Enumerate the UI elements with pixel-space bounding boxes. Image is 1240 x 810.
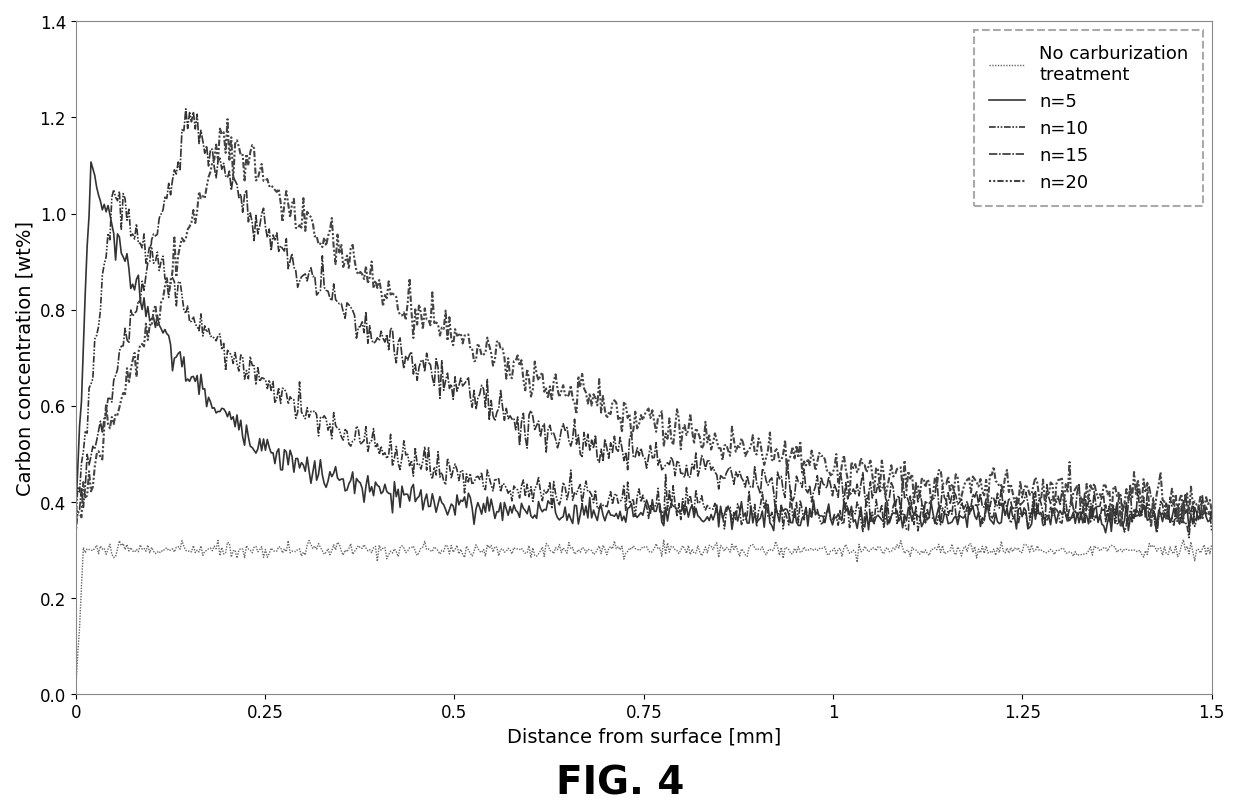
Line: n=15: n=15: [76, 109, 1211, 533]
n=10: [68, 522, 83, 532]
No carburization
treatment: [269, 547, 284, 556]
Legend: No carburization
treatment, n=5, n=10, n=15, n=20: No carburization treatment, n=5, n=10, n…: [975, 31, 1203, 207]
No carburization
treatment: [68, 684, 83, 694]
n=15: [362, 322, 377, 331]
n=5: [362, 487, 377, 497]
n=5: [828, 514, 843, 523]
n=15: [272, 247, 286, 257]
Y-axis label: Carbon concentration [wt%]: Carbon concentration [wt%]: [15, 220, 33, 496]
Line: n=20: n=20: [76, 120, 1211, 533]
n=10: [272, 383, 286, 393]
n=20: [584, 401, 599, 411]
No carburization
treatment: [740, 552, 755, 561]
n=5: [1204, 506, 1219, 516]
n=15: [925, 494, 940, 504]
Text: FIG. 4: FIG. 4: [556, 764, 684, 802]
n=15: [179, 104, 193, 114]
n=15: [828, 485, 843, 495]
n=10: [362, 437, 377, 447]
n=10: [828, 512, 843, 522]
n=15: [584, 436, 599, 446]
n=5: [740, 518, 755, 528]
n=5: [1099, 528, 1114, 538]
No carburization
treatment: [583, 545, 598, 555]
n=20: [740, 447, 755, 457]
n=20: [828, 450, 843, 459]
No carburization
treatment: [1204, 539, 1219, 549]
No carburization
treatment: [361, 546, 376, 556]
Line: n=10: n=10: [76, 190, 1211, 538]
n=5: [925, 509, 940, 518]
n=20: [362, 272, 377, 282]
n=20: [925, 489, 940, 499]
n=5: [83, 158, 98, 168]
n=10: [925, 514, 940, 523]
n=15: [1204, 516, 1219, 526]
n=20: [219, 115, 234, 125]
No carburization
treatment: [656, 535, 671, 544]
n=10: [1182, 533, 1197, 543]
n=5: [584, 514, 599, 523]
X-axis label: Distance from surface [mm]: Distance from surface [mm]: [507, 727, 781, 746]
n=20: [68, 528, 83, 538]
Line: n=5: n=5: [76, 163, 1211, 533]
No carburization
treatment: [828, 550, 843, 560]
Line: No carburization
treatment: No carburization treatment: [76, 539, 1211, 689]
n=15: [740, 471, 755, 480]
n=20: [1204, 507, 1219, 517]
n=10: [584, 491, 599, 501]
n=5: [272, 444, 286, 454]
n=10: [107, 185, 122, 195]
n=10: [740, 510, 755, 520]
n=5: [68, 505, 83, 515]
No carburization
treatment: [925, 544, 940, 554]
n=10: [1204, 527, 1219, 537]
n=15: [1149, 528, 1164, 538]
n=20: [272, 185, 286, 194]
n=15: [68, 518, 83, 527]
